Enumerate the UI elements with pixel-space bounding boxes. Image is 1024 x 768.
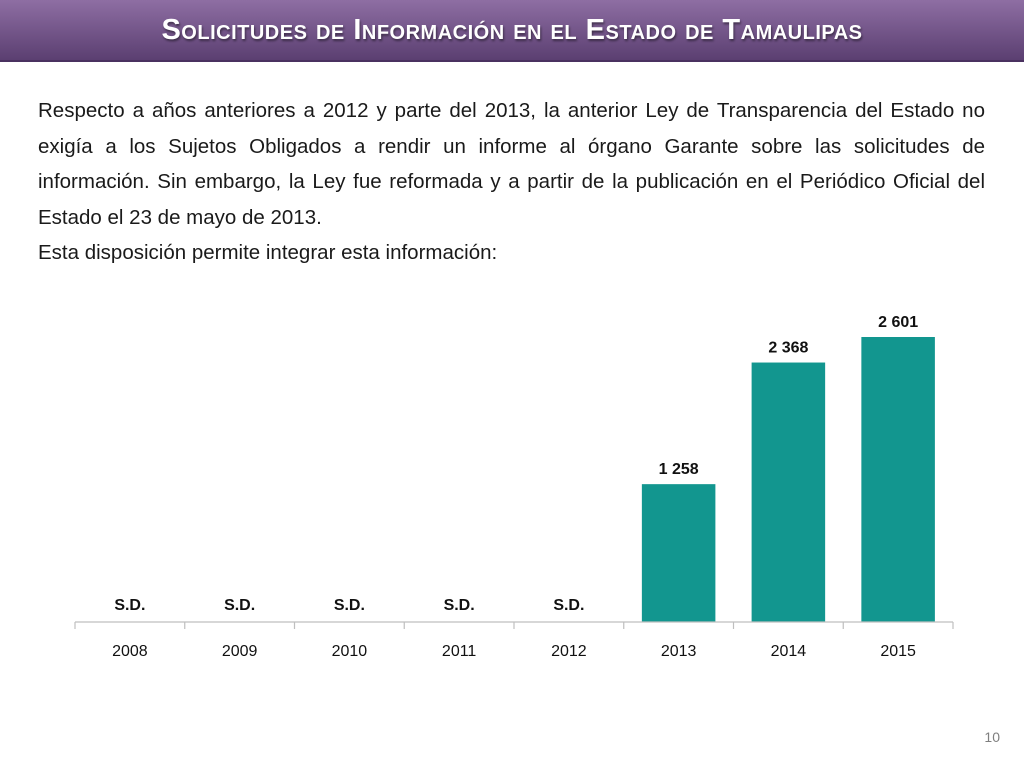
bar-2015	[861, 337, 935, 622]
x-tick-label-2011: 2011	[442, 643, 477, 660]
data-label-2010: S.D.	[334, 597, 365, 614]
body-text: Respecto a años anteriores a 2012 y part…	[38, 93, 985, 271]
slide-title: Solicitudes de Información en el Estado …	[161, 13, 863, 46]
x-tick-label-2008: 2008	[112, 643, 148, 660]
x-tick-label-2010: 2010	[332, 643, 368, 660]
page-number: 10	[984, 729, 1000, 745]
x-tick-label-2014: 2014	[771, 643, 807, 660]
data-label-2015: 2 601	[878, 314, 918, 331]
data-label-2009: S.D.	[224, 597, 255, 614]
data-label-2008: S.D.	[114, 597, 145, 614]
data-label-2012: S.D.	[553, 597, 584, 614]
x-tick-label-2013: 2013	[661, 643, 697, 660]
data-label-2014: 2 368	[768, 340, 808, 357]
data-label-2013: 1 258	[659, 461, 699, 478]
lead-in-sentence: Esta disposición permite integrar esta i…	[38, 241, 498, 264]
bar-2014	[751, 362, 826, 622]
intro-paragraph: Respecto a años anteriores a 2012 y part…	[38, 99, 985, 229]
data-label-2011: S.D.	[444, 597, 475, 614]
bar-2013	[641, 484, 716, 622]
x-tick-label-2015: 2015	[880, 643, 916, 660]
x-tick-label-2012: 2012	[551, 643, 587, 660]
x-tick-label-2009: 2009	[222, 643, 258, 660]
title-bar	[0, 0, 1024, 62]
